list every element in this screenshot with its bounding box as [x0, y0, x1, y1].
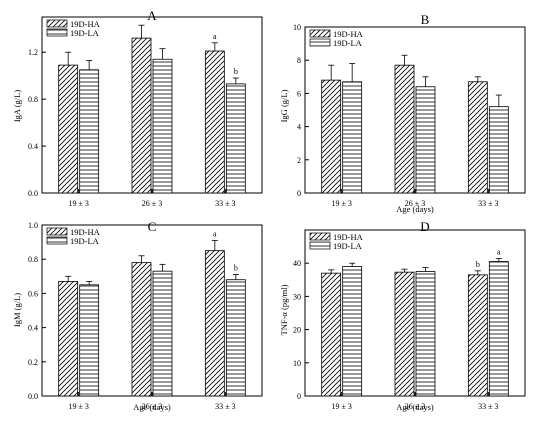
panel-b: 0 2 4 6 8 10 19 ± 3 26 ± 3 33 ± 3 B IgG (g/L) Age (…	[279, 12, 526, 214]
bar-19d-ha-1	[58, 281, 79, 397]
x-tick-label: 26 ± 3	[142, 199, 162, 208]
x-tick-label: 26 ± 3	[142, 402, 162, 411]
y-tick-label: 0.2	[28, 358, 38, 367]
bar-19d-la-3	[225, 83, 246, 194]
bar-19d-la-3	[225, 279, 246, 397]
legend-label: 19D-HA	[70, 227, 101, 237]
bar-19d-ha-2	[394, 271, 415, 397]
x-tick-label: 33 ± 3	[478, 402, 498, 411]
x-tick-label: 33 ± 3	[478, 199, 498, 208]
significance-label: b	[234, 264, 238, 273]
x-tick-label: 26 ± 3	[405, 402, 425, 411]
y-axis-label: IgM (g/L)	[12, 293, 22, 327]
x-tick-label: 19 ± 3	[331, 402, 351, 411]
bar-19d-ha-3	[204, 250, 225, 397]
legend-swatch	[309, 232, 331, 241]
bar-19d-ha-2	[394, 64, 415, 194]
x-tick-label: 19 ± 3	[68, 199, 88, 208]
legend-swatch	[309, 241, 331, 250]
x-tick-label: 19 ± 3	[331, 199, 351, 208]
bar-19d-ha-1	[321, 272, 342, 397]
bar-19d-la-2	[415, 86, 436, 194]
legend-swatch	[46, 28, 68, 37]
x-tick-label: 26 ± 3	[405, 199, 425, 208]
significance-label: a	[213, 32, 217, 41]
panel-title: C	[148, 219, 157, 234]
x-axis-label: Age (days)	[133, 402, 171, 412]
bar-19d-ha-3	[204, 50, 225, 194]
legend-label: 19D-HA	[333, 29, 364, 39]
bar-19d-ha-1	[58, 64, 79, 194]
legend-label: 19D-HA	[70, 19, 101, 29]
bar-19d-la-2	[152, 270, 173, 397]
legend-swatch	[46, 19, 68, 28]
y-tick-label: 0.8	[28, 255, 38, 264]
significance-label: b	[234, 67, 238, 76]
y-tick-label: 0.4	[28, 142, 38, 151]
y-tick-label: 10	[293, 359, 301, 368]
legend-swatch	[309, 29, 331, 38]
y-tick-label: 0	[297, 392, 301, 401]
y-tick-label: 2	[297, 156, 301, 165]
y-tick-label: 0.0	[28, 189, 38, 198]
panel-title: B	[421, 12, 430, 27]
y-tick-label: 40	[293, 259, 301, 268]
panel-d: 0 10 20 30 40 19 ± 3 26 ± 3 33 ± 3 b a D TNF-α (pg/…	[279, 219, 526, 412]
panel-title: D	[420, 219, 429, 234]
y-axis-label: TNF-α (pg/ml)	[279, 284, 289, 335]
legend-label: 19D-LA	[70, 28, 100, 38]
y-tick-label: 1.2	[28, 48, 38, 57]
legend-label: 19D-LA	[70, 236, 100, 246]
y-axis-label: IgA (g/L)	[12, 90, 22, 123]
bar-19d-ha-3	[467, 274, 488, 397]
panel-c: 0.0 0.2 0.4 0.6 0.8 1.0 19 ± 3 26 ± 3 33 ± 3 a b C I…	[12, 219, 263, 412]
bar-19d-ha-2	[131, 37, 152, 194]
bar-19d-la-2	[152, 58, 173, 194]
bar-19d-la-1	[342, 81, 363, 194]
significance-label: a	[213, 229, 217, 238]
y-tick-label: 0.6	[28, 289, 38, 298]
panel-title: A	[147, 8, 157, 23]
bar-19d-ha-3	[467, 81, 488, 194]
panel-a: 0.0 0.4 0.8 1.2 19 ± 3 26 ± 3 33 ± 3 a b A IgA (g/…	[12, 8, 263, 208]
legend-swatch	[309, 38, 331, 47]
x-tick-label: 19 ± 3	[68, 402, 88, 411]
legend-swatch	[46, 227, 68, 236]
significance-label: a	[497, 248, 501, 257]
y-tick-label: 1.0	[28, 221, 38, 230]
bar-19d-la-3	[488, 106, 509, 194]
y-tick-label: 30	[293, 292, 301, 301]
y-tick-label: 0.0	[28, 392, 38, 401]
legend-label: 19D-LA	[333, 38, 363, 48]
y-tick-label: 8	[297, 56, 301, 65]
x-tick-label: 33 ± 3	[215, 199, 235, 208]
significance-label: b	[476, 260, 480, 269]
legend-label: 19D-LA	[333, 241, 363, 251]
bar-19d-la-3	[488, 261, 509, 397]
bar-19d-la-1	[79, 69, 100, 194]
y-tick-label: 0.4	[28, 324, 38, 333]
y-tick-label: 4	[297, 123, 301, 132]
y-tick-label: 20	[293, 326, 301, 335]
x-tick-label: 33 ± 3	[215, 402, 235, 411]
y-tick-label: 6	[297, 89, 301, 98]
bar-19d-ha-1	[321, 79, 342, 194]
legend-swatch	[46, 236, 68, 245]
y-tick-label: 10	[293, 23, 301, 32]
x-axis-label: Age (days)	[396, 204, 434, 214]
bar-19d-ha-2	[131, 262, 152, 397]
bar-19d-la-1	[342, 266, 363, 397]
y-tick-label: 0	[297, 189, 301, 198]
bar-19d-la-1	[79, 284, 100, 397]
legend-label: 19D-HA	[333, 232, 364, 242]
x-axis-label: Age (days)	[396, 402, 434, 412]
y-axis-label: IgG (g/L)	[279, 89, 289, 122]
bar-19d-la-2	[415, 271, 436, 397]
y-tick-label: 0.8	[28, 95, 38, 104]
